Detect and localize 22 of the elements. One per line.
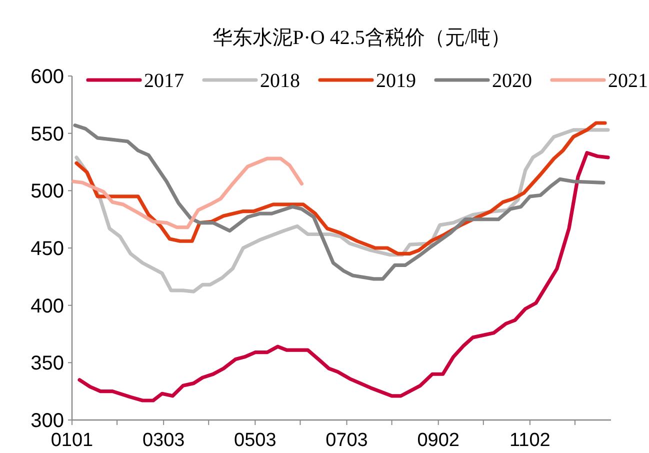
legend-label: 2020	[492, 70, 532, 92]
x-tick-label: 0101	[50, 430, 94, 451]
x-tick-label: 1102	[509, 430, 550, 451]
y-tick-label: 400	[30, 295, 64, 318]
x-tick-label: 0303	[142, 430, 185, 451]
y-tick-label: 500	[30, 180, 64, 203]
y-tick-label: 600	[30, 66, 64, 88]
chart-title: 华东水泥P·O 42.5含税价（元/吨）	[212, 27, 510, 49]
y-tick-label: 450	[30, 238, 64, 260]
y-tick-label: 550	[30, 123, 64, 146]
line-series	[74, 121, 607, 256]
legend-label: 2019	[376, 70, 416, 92]
legend-label: 2018	[260, 70, 300, 92]
x-tick-label: 0703	[326, 430, 368, 451]
y-tick-label: 350	[30, 352, 64, 375]
y-tick-label: 300	[30, 410, 64, 432]
line-series	[72, 156, 304, 230]
x-tick-label: 0902	[417, 430, 460, 451]
x-tick-label: 0503	[234, 430, 276, 451]
line-series	[78, 151, 610, 402]
legend-label: 2017	[144, 70, 184, 92]
legend-label: 2021	[608, 70, 648, 92]
